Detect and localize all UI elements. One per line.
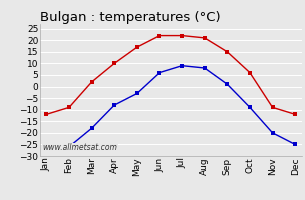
Text: Bulgan : temperatures (°C): Bulgan : temperatures (°C): [40, 11, 220, 24]
Text: www.allmetsat.com: www.allmetsat.com: [42, 143, 117, 152]
